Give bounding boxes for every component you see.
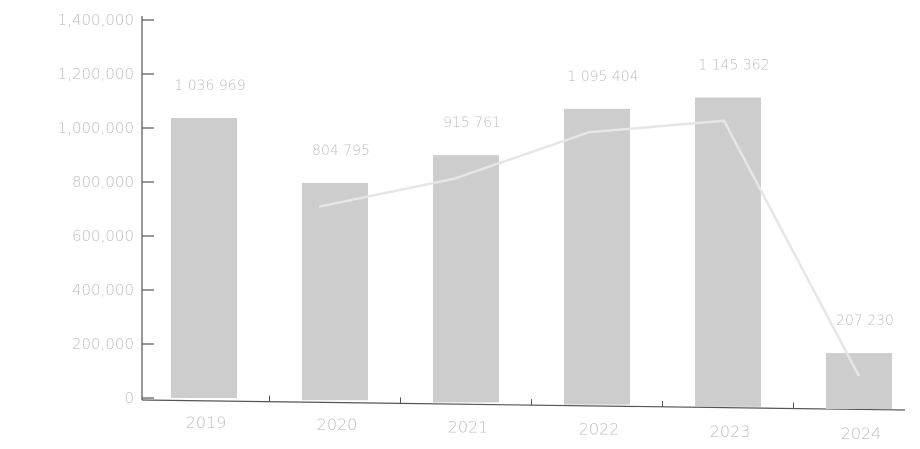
x-tick-label-2023: 2023 [710, 422, 751, 441]
bar-2023 [695, 97, 761, 407]
x-tick-label-2022: 2022 [579, 420, 620, 439]
bar-2019 [171, 118, 237, 398]
x-tick-label-2024: 2024 [841, 424, 882, 443]
trend-line [318, 119, 861, 377]
y-tick-label: 1,200,000 [58, 65, 134, 83]
bar-2020 [302, 182, 368, 401]
y-tick-label: 0 [124, 389, 134, 407]
data-label-2020: 804 795 [312, 143, 370, 159]
bar-2022 [564, 108, 630, 405]
y-tick-label: 400,000 [72, 281, 134, 299]
x-axis: 2019 2020 2021 2022 2023 2024 [186, 413, 882, 443]
bar-2024 [826, 353, 892, 409]
x-tick-label-2020: 2020 [317, 415, 358, 434]
y-tick-label: 200,000 [72, 335, 134, 353]
data-label-2021: 915 761 [443, 115, 501, 131]
data-label-2024: 207 230 [836, 313, 894, 329]
y-tick-label: 1,000,000 [58, 119, 134, 137]
y-tick-label: 600,000 [72, 227, 134, 245]
data-label-2022: 1 095 404 [567, 69, 638, 85]
trend-polyline [318, 119, 861, 377]
data-label-2019: 1 036 969 [174, 78, 245, 94]
x-axis-line [141, 399, 906, 411]
x-tick-label-2019: 2019 [186, 413, 227, 432]
data-label-2023: 1 145 362 [698, 58, 769, 74]
bar-2021 [433, 155, 499, 403]
y-axis: 0 200,000 400,000 600,000 800,000 1,000,000 1,… [58, 11, 906, 411]
y-tick-label: 1,400,000 [58, 11, 134, 29]
bars [171, 97, 892, 409]
y-tick-label: 800,000 [72, 173, 134, 191]
data-labels: 1 036 969 804 795 915 761 1 095 404 1 145 36… [174, 58, 894, 329]
x-tick-label-2021: 2021 [448, 417, 489, 436]
